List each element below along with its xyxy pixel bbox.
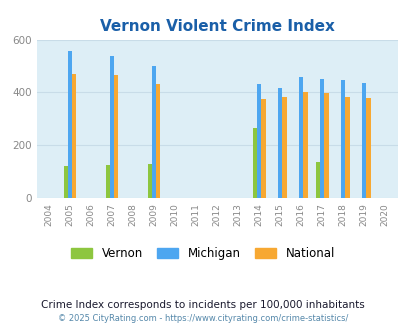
Bar [114, 75, 118, 198]
Bar [277, 88, 281, 198]
Bar [261, 99, 265, 198]
Bar [152, 66, 156, 198]
Bar [68, 51, 72, 198]
Bar [365, 98, 370, 198]
Bar [320, 79, 324, 198]
Bar [64, 166, 68, 198]
Text: © 2025 CityRating.com - https://www.cityrating.com/crime-statistics/: © 2025 CityRating.com - https://www.city… [58, 314, 347, 323]
Bar [324, 93, 328, 198]
Bar [315, 162, 320, 198]
Title: Vernon Violent Crime Index: Vernon Violent Crime Index [100, 19, 334, 34]
Bar [252, 128, 256, 198]
Bar [298, 77, 303, 198]
Bar [106, 165, 110, 198]
Bar [345, 97, 349, 198]
Bar [147, 164, 152, 198]
Bar [281, 97, 286, 198]
Bar [361, 82, 365, 198]
Bar [303, 92, 307, 198]
Text: Crime Index corresponds to incidents per 100,000 inhabitants: Crime Index corresponds to incidents per… [41, 300, 364, 310]
Bar [256, 84, 261, 198]
Bar [156, 84, 160, 198]
Bar [110, 56, 114, 198]
Bar [340, 80, 345, 198]
Legend: Vernon, Michigan, National: Vernon, Michigan, National [66, 242, 339, 265]
Bar [72, 74, 76, 198]
